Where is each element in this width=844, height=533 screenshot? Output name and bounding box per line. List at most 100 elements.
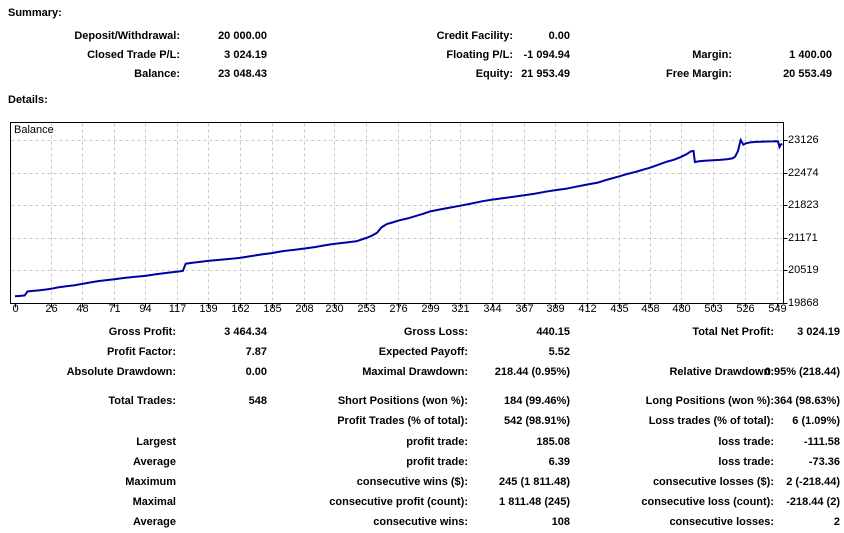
stat-label: Maximal Drawdown:: [362, 366, 468, 378]
x-axis-label: 389: [546, 303, 565, 315]
x-axis-label: 276: [389, 303, 408, 315]
stat-value: 20 553.49: [783, 68, 832, 80]
summary-row: Closed Trade P/L: 3 024.19 Floating P/L:…: [0, 49, 844, 63]
x-axis-label: 503: [704, 303, 723, 315]
stat-label: Margin:: [692, 49, 732, 61]
stat-value: 542 (98.91%): [503, 415, 570, 427]
stat-label: Profit Factor:: [106, 346, 176, 358]
stat-value: 7.87: [245, 346, 267, 358]
stat-label: Profit Trades (% of total):: [337, 415, 468, 427]
stat-label: consecutive wins:: [373, 516, 468, 528]
stat-label: loss trade:: [718, 456, 774, 468]
y-axis-label: 21171: [788, 231, 818, 244]
stat-label: Equity:: [475, 68, 513, 80]
stat-label: Average: [132, 516, 176, 528]
stat-value: 245 (1 811.48): [499, 476, 570, 488]
x-axis-label: 344: [483, 303, 502, 315]
stat-label: consecutive loss (count):: [641, 496, 774, 508]
stat-value: 5.52: [548, 346, 570, 358]
stat-value: 185.08: [536, 436, 570, 448]
stat-label: Total Net Profit:: [692, 326, 774, 338]
stat-value: 23 048.43: [218, 68, 267, 80]
stat-value: -73.36: [808, 456, 840, 468]
summary-row: Deposit/Withdrawal: 20 000.00 Credit Fac…: [0, 30, 844, 44]
balance-legend: Balance: [14, 124, 54, 136]
y-axis-label: 20519: [788, 263, 819, 276]
stat-label: Gross Loss:: [403, 326, 468, 338]
stat-value: 108: [551, 516, 570, 528]
stat-value: 21 953.49: [521, 68, 570, 80]
stat-label: consecutive losses:: [669, 516, 774, 528]
stat-value: 2: [833, 516, 840, 528]
stat-value: 2 (-218.44): [786, 476, 840, 488]
stat-label: Total Trades:: [108, 395, 176, 407]
x-axis-label: 230: [325, 303, 344, 315]
stats-row: Profit Factor: 7.87 Expected Payoff: 5.5…: [0, 346, 844, 360]
x-axis-label: 435: [610, 303, 629, 315]
stat-value: 3 464.34: [224, 326, 267, 338]
x-axis-label: 367: [515, 303, 534, 315]
stats-row: Maximum consecutive wins ($): 245 (1 811…: [0, 476, 844, 490]
stat-label: Largest: [136, 436, 176, 448]
stat-label: loss trade:: [718, 436, 774, 448]
x-axis-label: 321: [451, 303, 470, 315]
chart-frame: [10, 122, 784, 304]
stats-row: Maximal consecutive profit (count): 1 81…: [0, 496, 844, 510]
stat-label: Free Margin:: [665, 68, 732, 80]
stat-value: 364 (98.63%): [773, 395, 840, 407]
stat-value: -111.58: [803, 436, 840, 448]
stat-label: Loss trades (% of total):: [648, 415, 774, 427]
stat-value: 1 811.48 (245): [499, 496, 570, 508]
stats-row: Average profit trade: 6.39 loss trade: -…: [0, 456, 844, 470]
stat-label: Deposit/Withdrawal:: [74, 30, 180, 42]
stat-value: 218.44 (0.95%): [494, 366, 570, 378]
stat-label: Maximal: [132, 496, 176, 508]
stat-value: 6 (1.09%): [792, 415, 840, 427]
x-axis-label: 412: [578, 303, 597, 315]
x-axis-label: 299: [421, 303, 440, 315]
stat-value: 6.39: [548, 456, 570, 468]
stat-label: Floating P/L:: [446, 49, 513, 61]
stat-label: Relative Drawdown:: [669, 366, 774, 378]
x-axis-label: 185: [263, 303, 282, 315]
stat-label: consecutive losses ($):: [652, 476, 774, 488]
y-axis-label: 21823: [788, 198, 819, 211]
stat-label: Closed Trade P/L:: [87, 49, 180, 61]
x-axis-label: 458: [641, 303, 660, 315]
stat-label: Average: [132, 456, 176, 468]
y-axis-label: 22474: [788, 166, 819, 179]
stat-label: profit trade:: [406, 436, 468, 448]
stats-row: Absolute Drawdown: 0.00 Maximal Drawdown…: [0, 366, 844, 380]
balance-chart: [10, 122, 788, 308]
stat-value: 0.00: [245, 366, 267, 378]
stats-row: Total Trades: 548 Short Positions (won %…: [0, 395, 844, 409]
x-axis-label: 549: [768, 303, 787, 315]
stat-value: -218.44 (2): [786, 496, 840, 508]
summary-row: Balance: 23 048.43 Equity: 21 953.49 Fre…: [0, 68, 844, 82]
stat-value: 0.95% (218.44): [764, 366, 840, 378]
summary-heading: Summary:: [8, 7, 62, 19]
stats-row: Average consecutive wins: 108 consecutiv…: [0, 516, 844, 530]
x-axis-label: 526: [736, 303, 755, 315]
x-axis-label: 208: [295, 303, 314, 315]
stat-value: 440.15: [536, 326, 570, 338]
stat-value: 0.00: [548, 30, 570, 42]
x-axis-label: 480: [672, 303, 691, 315]
x-axis-label: 0: [12, 303, 19, 315]
stat-label: profit trade:: [406, 456, 468, 468]
x-axis-label: 162: [231, 303, 250, 315]
stat-label: Balance:: [134, 68, 180, 80]
x-axis-label: 26: [45, 303, 58, 315]
balance-line: [14, 137, 783, 298]
y-axis-label: 23126: [788, 133, 819, 146]
stat-value: -1 094.94: [523, 49, 570, 61]
x-axis-label: 48: [76, 303, 89, 315]
stats-row: Largest profit trade: 185.08 loss trade:…: [0, 436, 844, 450]
stats-row: Profit Trades (% of total): 542 (98.91%)…: [0, 415, 844, 429]
stat-label: Expected Payoff:: [378, 346, 468, 358]
details-heading: Details:: [8, 94, 48, 106]
stat-label: consecutive profit (count):: [329, 496, 468, 508]
stat-value: 20 000.00: [218, 30, 267, 42]
x-axis-label: 71: [108, 303, 121, 315]
